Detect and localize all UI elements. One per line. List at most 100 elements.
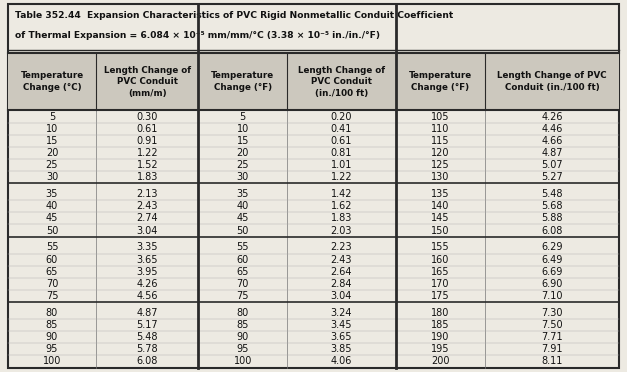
Text: 0.91: 0.91 [137, 136, 158, 146]
Text: 5.27: 5.27 [541, 172, 563, 182]
Text: 4.56: 4.56 [137, 291, 158, 301]
Text: 3.04: 3.04 [331, 291, 352, 301]
Text: 70: 70 [46, 279, 58, 289]
Text: 35: 35 [236, 189, 249, 199]
Text: 50: 50 [236, 225, 249, 235]
Text: 175: 175 [431, 291, 450, 301]
Text: 25: 25 [236, 160, 249, 170]
Text: 45: 45 [46, 214, 58, 224]
Text: 75: 75 [46, 291, 58, 301]
Text: 190: 190 [431, 332, 450, 342]
Text: 4.87: 4.87 [541, 148, 563, 158]
Text: 100: 100 [43, 356, 61, 366]
Text: 160: 160 [431, 254, 450, 264]
Text: 6.69: 6.69 [541, 267, 562, 277]
Text: 85: 85 [236, 320, 249, 330]
Text: 2.74: 2.74 [137, 214, 158, 224]
Text: 7.50: 7.50 [541, 320, 563, 330]
Text: 1.52: 1.52 [137, 160, 158, 170]
Text: 7.10: 7.10 [541, 291, 563, 301]
Text: 100: 100 [234, 356, 252, 366]
Text: 5.17: 5.17 [137, 320, 158, 330]
Text: 1.22: 1.22 [137, 148, 158, 158]
Text: Temperature
Change (°C): Temperature Change (°C) [20, 71, 83, 92]
Text: 45: 45 [236, 214, 249, 224]
Text: 125: 125 [431, 160, 450, 170]
Text: 1.42: 1.42 [330, 189, 352, 199]
Text: 40: 40 [46, 201, 58, 211]
Text: 150: 150 [431, 225, 450, 235]
Text: 105: 105 [431, 112, 450, 122]
Text: 0.41: 0.41 [331, 124, 352, 134]
Text: 10: 10 [236, 124, 249, 134]
Text: 55: 55 [236, 243, 249, 253]
Text: 2.43: 2.43 [330, 254, 352, 264]
Text: 6.08: 6.08 [541, 225, 562, 235]
Text: 7.91: 7.91 [541, 344, 563, 355]
Text: 110: 110 [431, 124, 450, 134]
Text: 50: 50 [46, 225, 58, 235]
Text: Length Change of
PVC Conduit
(in./100 ft): Length Change of PVC Conduit (in./100 ft… [298, 66, 385, 97]
Text: 85: 85 [46, 320, 58, 330]
Text: 6.49: 6.49 [541, 254, 562, 264]
Text: 5.78: 5.78 [137, 344, 158, 355]
Bar [8, 53, 619, 110]
Text: 135: 135 [431, 189, 450, 199]
Text: 5.68: 5.68 [541, 201, 563, 211]
Text: 20: 20 [46, 148, 58, 158]
Text: 7.30: 7.30 [541, 308, 563, 318]
Text: 5: 5 [49, 112, 55, 122]
Text: 60: 60 [236, 254, 249, 264]
Text: 0.30: 0.30 [137, 112, 158, 122]
Text: 15: 15 [46, 136, 58, 146]
Text: 25: 25 [46, 160, 58, 170]
Text: 200: 200 [431, 356, 450, 366]
Text: 10: 10 [46, 124, 58, 134]
Text: 75: 75 [236, 291, 249, 301]
Text: 3.24: 3.24 [330, 308, 352, 318]
Text: 7.71: 7.71 [541, 332, 563, 342]
Text: 3.95: 3.95 [137, 267, 158, 277]
Text: 120: 120 [431, 148, 450, 158]
Text: 165: 165 [431, 267, 450, 277]
Text: 60: 60 [46, 254, 58, 264]
Text: 130: 130 [431, 172, 450, 182]
Text: 80: 80 [236, 308, 249, 318]
Text: 30: 30 [46, 172, 58, 182]
Text: 6.29: 6.29 [541, 243, 563, 253]
Text: 195: 195 [431, 344, 450, 355]
Text: 3.35: 3.35 [137, 243, 158, 253]
Text: 95: 95 [46, 344, 58, 355]
Text: 65: 65 [46, 267, 58, 277]
Text: 2.43: 2.43 [137, 201, 158, 211]
Text: 80: 80 [46, 308, 58, 318]
Text: Temperature
Change (°F): Temperature Change (°F) [409, 71, 472, 92]
Text: 2.64: 2.64 [330, 267, 352, 277]
Text: 185: 185 [431, 320, 450, 330]
Text: 8.11: 8.11 [541, 356, 562, 366]
Text: 3.04: 3.04 [137, 225, 158, 235]
Text: 1.01: 1.01 [331, 160, 352, 170]
Text: 115: 115 [431, 136, 450, 146]
Text: 145: 145 [431, 214, 450, 224]
Text: 2.84: 2.84 [330, 279, 352, 289]
Text: 4.46: 4.46 [541, 124, 562, 134]
Text: 5.07: 5.07 [541, 160, 563, 170]
Text: 0.61: 0.61 [331, 136, 352, 146]
Text: 5.48: 5.48 [541, 189, 563, 199]
Text: 2.03: 2.03 [330, 225, 352, 235]
Text: 1.62: 1.62 [330, 201, 352, 211]
Text: 4.87: 4.87 [137, 308, 158, 318]
Text: Length Change of
PVC Conduit
(mm/m): Length Change of PVC Conduit (mm/m) [104, 66, 191, 97]
Text: 6.08: 6.08 [137, 356, 158, 366]
Text: 3.65: 3.65 [137, 254, 158, 264]
Text: 5: 5 [240, 112, 246, 122]
Text: 155: 155 [431, 243, 450, 253]
Text: 1.83: 1.83 [137, 172, 158, 182]
Text: 3.45: 3.45 [330, 320, 352, 330]
Text: Temperature
Change (°F): Temperature Change (°F) [211, 71, 275, 92]
Text: 180: 180 [431, 308, 450, 318]
Text: 1.83: 1.83 [331, 214, 352, 224]
Text: 3.65: 3.65 [330, 332, 352, 342]
Text: 5.48: 5.48 [137, 332, 158, 342]
